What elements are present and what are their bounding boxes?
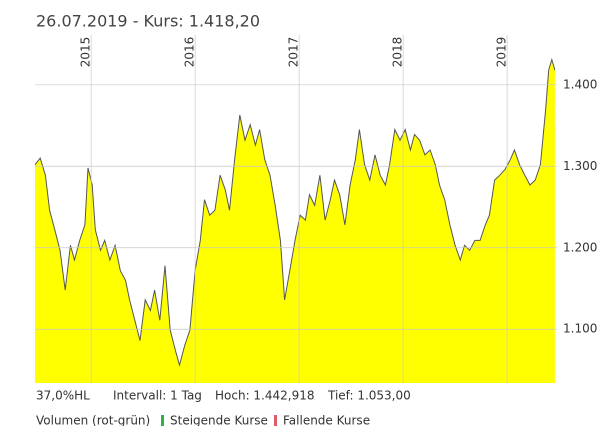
- y-tick-label: 1.300: [563, 159, 597, 173]
- y-tick-label: 1.400: [563, 77, 597, 91]
- high-info: Hoch: 1.442,918: [215, 389, 315, 403]
- x-tick-label: 2015: [79, 37, 93, 68]
- line: [34, 57, 556, 368]
- chart-title: 26.07.2019 - Kurs: 1.418,20: [36, 12, 260, 31]
- legend-volume: Volumen (rot-grün): [36, 414, 150, 426]
- legend-falling: Fallende Kurse: [283, 414, 370, 426]
- y-tick-label: 1.100: [563, 322, 597, 336]
- y-tick-label: 1.200: [563, 240, 597, 254]
- x-tick-label: 2019: [495, 37, 509, 68]
- legend-rising: Steigende Kurse: [170, 414, 268, 426]
- hl-info: 37,0%HL: [36, 389, 90, 403]
- x-tick-label: 2018: [391, 37, 405, 68]
- low-info: Tief: 1.053,00: [327, 389, 411, 403]
- area: [35, 59, 555, 383]
- x-tick-label: 2017: [287, 37, 301, 68]
- x-tick-label: 2016: [183, 37, 197, 68]
- legend-swatch: [274, 415, 277, 426]
- interval-info: Intervall: 1 Tag: [113, 389, 202, 403]
- legend-swatch: [161, 415, 164, 426]
